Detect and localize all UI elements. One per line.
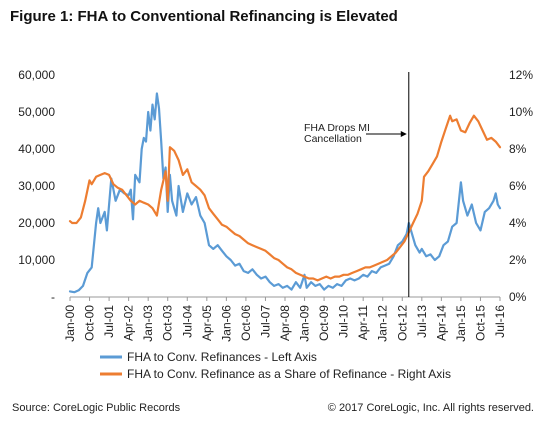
x-tick-label: Jan-15 <box>454 305 468 342</box>
source-note: Source: CoreLogic Public Records <box>12 402 181 414</box>
x-tick-label: Apr-08 <box>278 305 292 341</box>
x-tick-label: Oct-15 <box>473 305 487 341</box>
y-right-tick-label: 8% <box>509 142 527 156</box>
y-right-tick-label: 12% <box>509 68 533 82</box>
chart-title: Figure 1: FHA to Conventional Refinancin… <box>10 8 398 25</box>
x-tick-label: Jan-09 <box>298 305 312 342</box>
y-right-tick-label: 4% <box>509 216 527 230</box>
series-line-fha-refinances <box>68 92 502 294</box>
y-left-tick-label: 10,000 <box>18 253 55 267</box>
y-left-tick-label: 50,000 <box>18 105 55 119</box>
legend: FHA to Conv. Refinances - Left Axis FHA t… <box>100 350 451 381</box>
y-right-tick-label: 10% <box>509 105 533 119</box>
x-tick-label: Oct-12 <box>395 305 409 341</box>
x-tick-label: Oct-00 <box>83 305 97 341</box>
x-tick-label: Jan-03 <box>141 305 155 342</box>
y-left-tick-label: 20,000 <box>18 216 55 230</box>
y-right-tick-label: 6% <box>509 179 527 193</box>
annotation-label: Cancellation <box>304 133 362 145</box>
legend-label: FHA to Conv. Refinance as a Share of Ref… <box>127 367 451 381</box>
y-left-tick-label: - <box>51 290 55 304</box>
copyright-note: © 2017 CoreLogic, Inc. All rights reserv… <box>327 402 534 414</box>
x-tick-label: Jul-16 <box>493 305 507 338</box>
x-tick-label: Jul-10 <box>337 305 351 338</box>
series-layer <box>68 92 502 294</box>
y-right-tick-label: 0% <box>509 290 527 304</box>
x-tick-label: Jul-13 <box>415 305 429 338</box>
y-left-tick-label: 30,000 <box>18 179 55 193</box>
x-tick-label: Jul-07 <box>258 305 272 338</box>
y-right-tick-label: 2% <box>509 253 527 267</box>
annotation-arrowhead <box>400 131 407 137</box>
x-tick-label: Jan-06 <box>219 305 233 342</box>
series-line-fha-share <box>68 114 502 282</box>
x-tick-label: Jan-00 <box>63 305 77 342</box>
x-tick-label: Apr-05 <box>200 305 214 341</box>
y-left-tick-label: 40,000 <box>18 142 55 156</box>
x-tick-label: Jul-01 <box>102 305 116 338</box>
chart-axes: - 10,000 20,000 30,000 40,000 50,000 60,000 0% 2… <box>18 68 533 342</box>
x-tick-label: Jan-12 <box>376 305 390 342</box>
y-left-tick-label: 60,000 <box>18 68 55 82</box>
x-tick-label: Apr-14 <box>434 305 448 341</box>
x-tick-label: Oct-06 <box>239 305 253 341</box>
x-tick-label: Oct-09 <box>317 305 331 341</box>
annotation-label: FHA Drops MI <box>304 122 370 134</box>
x-tick-label: Apr-11 <box>356 305 370 340</box>
x-tick-label: Apr-02 <box>122 305 136 341</box>
x-tick-label: Oct-03 <box>161 305 175 341</box>
legend-label: FHA to Conv. Refinances - Left Axis <box>127 350 317 364</box>
x-tick-label: Jul-04 <box>180 305 194 338</box>
